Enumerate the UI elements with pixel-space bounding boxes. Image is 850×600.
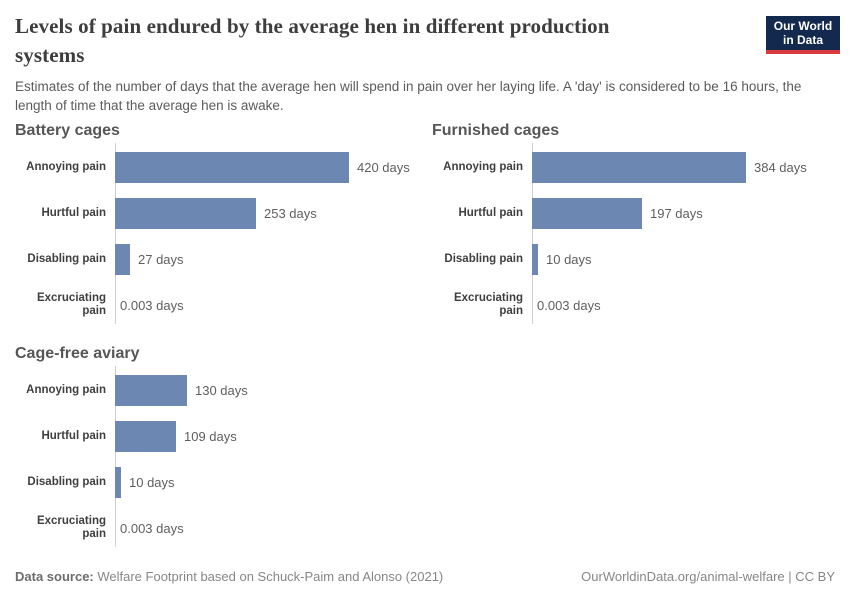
chart-section-title: Cage-free aviary (15, 345, 140, 362)
category-label: Hurtful pain (41, 429, 106, 442)
bar-area: 197 days (532, 197, 703, 229)
chart-battery-cages: Battery cages Annoying pain 420 days Hurtf… (15, 122, 419, 328)
chart-section-title: Battery cages (15, 122, 120, 139)
value-label: 384 days (754, 159, 807, 175)
value-label: 109 days (184, 428, 237, 444)
category-label: Annoying pain (443, 160, 523, 173)
chart-footer: Data source: Welfare Footprint based on … (15, 569, 835, 585)
attribution-link: OurWorldinData.org/animal-welfare | CC B… (581, 569, 835, 584)
bar-row: Excruciating pain 0.003 days (15, 282, 419, 328)
chart-cage-free-aviary: Cage-free aviary Annoying pain 130 days Hu… (15, 345, 419, 551)
bar (115, 466, 121, 498)
chart-subtitle: Estimates of the number of days that the… (15, 79, 802, 113)
chart-plot: Annoying pain 384 days Hurtful pain 197 day… (432, 143, 836, 328)
bar-row: Excruciating pain 0.003 days (15, 505, 419, 551)
category-label: Excruciating pain (36, 292, 106, 317)
bar (532, 197, 642, 229)
bar-row: Annoying pain 130 days (15, 367, 419, 413)
category-label: Disabling pain (27, 475, 106, 488)
bar-row: Hurtful pain 197 days (432, 190, 836, 236)
value-label: 0.003 days (120, 520, 184, 536)
bar-area: 10 days (115, 466, 175, 498)
category-label: Excruciating pain (453, 292, 523, 317)
bar-area: 253 days (115, 197, 317, 229)
data-source-text: Welfare Footprint based on Schuck-Paim a… (93, 569, 444, 584)
bar-area: 0.003 days (532, 290, 601, 321)
bar-area: 384 days (532, 151, 807, 183)
bar-row: Excruciating pain 0.003 days (432, 282, 836, 328)
y-axis-line (115, 143, 116, 324)
bar-row: Hurtful pain 109 days (15, 413, 419, 459)
category-label: Annoying pain (26, 160, 106, 173)
bar-row: Annoying pain 420 days (15, 144, 419, 190)
bar (115, 243, 130, 275)
chart-plot: Annoying pain 130 days Hurtful pain 109 day… (15, 366, 419, 551)
bar-area: 10 days (532, 243, 592, 275)
bar-area: 130 days (115, 374, 248, 406)
page-title-line-1: Levels of pain endured by the average he… (15, 14, 610, 38)
category-label: Annoying pain (26, 383, 106, 396)
value-label: 0.003 days (120, 297, 184, 313)
value-label: 420 days (357, 159, 410, 175)
bar-row: Annoying pain 384 days (432, 144, 836, 190)
bar-row: Disabling pain 27 days (15, 236, 419, 282)
value-label: 27 days (138, 251, 184, 267)
category-label: Excruciating pain (36, 515, 106, 540)
bar-area: 27 days (115, 243, 184, 275)
value-label: 130 days (195, 382, 248, 398)
bar-area: 0.003 days (115, 513, 184, 544)
bar-area: 0.003 days (115, 290, 184, 321)
chart-plot: Annoying pain 420 days Hurtful pain 253 day… (15, 143, 419, 328)
owid-logo-line-1: Our World (773, 19, 833, 33)
data-source-note: Data source: Welfare Footprint based on … (15, 569, 443, 585)
bar (532, 243, 538, 275)
bar (115, 151, 349, 183)
owid-logo: Our World in Data (766, 16, 840, 54)
owid-logo-main: Our World in Data (766, 16, 840, 50)
data-source-label: Data source: (15, 569, 94, 584)
bar-row: Disabling pain 10 days (15, 459, 419, 505)
category-label: Hurtful pain (41, 206, 106, 219)
value-label: 10 days (129, 474, 175, 490)
page-title-line-2: systems (15, 43, 85, 67)
bar-rows: Annoying pain 130 days Hurtful pain 109 day… (15, 367, 419, 551)
category-label: Disabling pain (27, 252, 106, 265)
y-axis-line (115, 366, 116, 547)
owid-logo-accent (766, 50, 840, 54)
category-label: Disabling pain (444, 252, 523, 265)
bar-area: 420 days (115, 151, 410, 183)
bar-rows: Annoying pain 384 days Hurtful pain 197 day… (432, 144, 836, 328)
bar (115, 197, 256, 229)
bar-row: Hurtful pain 253 days (15, 190, 419, 236)
bar-row: Disabling pain 10 days (432, 236, 836, 282)
value-label: 197 days (650, 205, 703, 221)
bar (532, 151, 746, 183)
bar-area: 109 days (115, 420, 237, 452)
bar (115, 374, 187, 406)
category-label: Hurtful pain (458, 206, 523, 219)
value-label: 253 days (264, 205, 317, 221)
bar-rows: Annoying pain 420 days Hurtful pain 253 day… (15, 144, 419, 328)
owid-logo-line-2: in Data (782, 33, 823, 47)
chart-section-title: Furnished cages (432, 122, 560, 139)
y-axis-line (532, 143, 533, 324)
value-label: 0.003 days (537, 297, 601, 313)
page-title: Levels of pain endured by the average he… (15, 12, 755, 70)
chart-furnished-cages: Furnished cages Annoying pain 384 days Hur… (432, 122, 836, 328)
value-label: 10 days (546, 251, 592, 267)
bar (115, 420, 176, 452)
